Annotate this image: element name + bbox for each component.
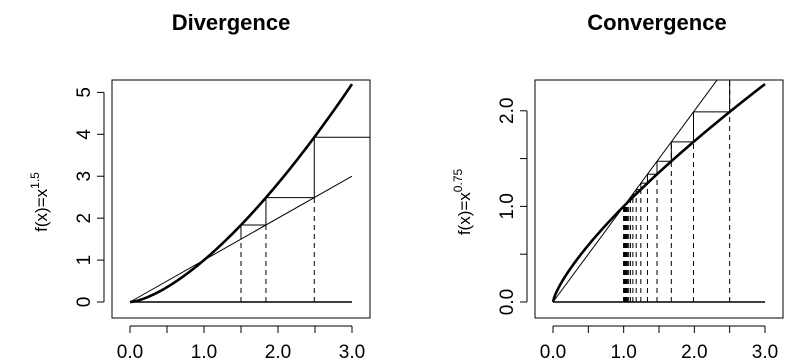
- x-tick-label: 3.0: [752, 342, 778, 363]
- divergence-panel: Divergence f(x)=x1.5 0.0 1.0 2.0 3.0 0 1 2 3 4 5: [28, 10, 371, 363]
- y-tick-label: 5: [74, 87, 95, 98]
- y-tick-label: 4: [74, 129, 95, 140]
- x-tick-label: 2.0: [265, 342, 291, 363]
- y-axis-label-base: f(x)=x: [32, 188, 51, 231]
- x-tick-label: 0.0: [540, 342, 566, 363]
- y-tick-label: 3: [74, 171, 95, 182]
- y-axis-label-base: f(x)=x: [455, 192, 474, 235]
- x-tick-label: 3.0: [339, 342, 365, 363]
- convergence-panel: Convergence f(x)=x0.75 0.0 1.0 2.0 3.0 0.0 1.…: [451, 10, 784, 363]
- y-tick-label: 2.0: [497, 98, 518, 124]
- x-tick-label: 0.0: [117, 342, 143, 363]
- y-tick-label: 2: [74, 213, 95, 224]
- plot-area: [129, 83, 370, 304]
- identity-line: [552, 80, 718, 303]
- plot-area: [551, 80, 766, 303]
- chart-title: Convergence: [587, 10, 726, 35]
- x-tick-label: 1.0: [191, 342, 217, 363]
- chart-title: Divergence: [172, 10, 291, 35]
- x-tick-label: 1.0: [610, 342, 636, 363]
- plot-frame: [111, 79, 371, 319]
- y-axis-label-exponent: 0.75: [451, 169, 465, 193]
- y-tick-label: 0: [74, 297, 95, 308]
- y-tick-label: 1.0: [497, 193, 518, 219]
- y-tick-label: 0.0: [497, 289, 518, 315]
- y-axis-label: f(x)=x1.5: [28, 172, 51, 232]
- y-axis-label: f(x)=x0.75: [451, 169, 474, 236]
- plot-frame: [534, 79, 784, 319]
- function-curve: [551, 83, 766, 303]
- y-tick-label: 1: [74, 255, 95, 266]
- x-tick-label: 2.0: [681, 342, 707, 363]
- y-axis-label-exponent: 1.5: [28, 172, 42, 189]
- function-curve: [129, 83, 354, 304]
